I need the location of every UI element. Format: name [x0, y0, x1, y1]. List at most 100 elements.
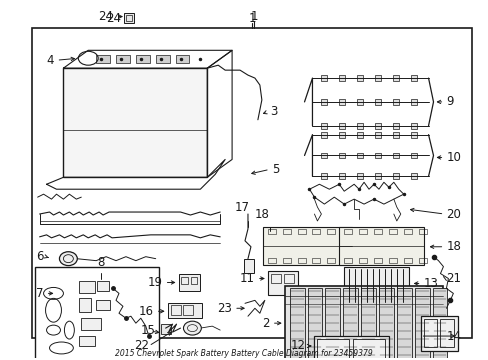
- Bar: [314, 336, 388, 360]
- Bar: [374, 132, 380, 138]
- Bar: [410, 99, 416, 105]
- Bar: [270, 274, 280, 283]
- Bar: [339, 132, 345, 138]
- Bar: [356, 173, 362, 179]
- Bar: [136, 55, 149, 63]
- Text: 18: 18: [446, 240, 460, 253]
- Ellipse shape: [183, 321, 201, 335]
- Text: 21: 21: [446, 272, 461, 285]
- Bar: [180, 276, 188, 284]
- Bar: [267, 229, 275, 234]
- Text: 17: 17: [234, 201, 249, 214]
- Text: 1: 1: [250, 10, 257, 23]
- Bar: [284, 287, 443, 360]
- Text: 7: 7: [36, 287, 43, 300]
- Bar: [81, 318, 101, 330]
- Bar: [418, 229, 426, 234]
- Bar: [175, 55, 189, 63]
- Bar: [126, 15, 132, 21]
- Bar: [32, 28, 471, 338]
- Text: 20: 20: [446, 207, 460, 221]
- Bar: [373, 229, 381, 234]
- Bar: [96, 300, 110, 310]
- Text: 6: 6: [36, 250, 43, 263]
- Bar: [91, 288, 105, 298]
- Bar: [410, 75, 416, 81]
- Bar: [356, 99, 362, 105]
- Bar: [283, 274, 293, 283]
- Bar: [167, 303, 202, 318]
- Bar: [374, 173, 380, 179]
- Bar: [263, 227, 351, 265]
- Bar: [410, 132, 416, 138]
- Bar: [410, 123, 416, 129]
- Bar: [155, 55, 169, 63]
- Bar: [267, 271, 297, 295]
- Bar: [410, 173, 416, 179]
- Bar: [178, 274, 200, 291]
- Bar: [392, 153, 398, 158]
- Bar: [356, 132, 362, 138]
- Bar: [358, 229, 366, 234]
- Ellipse shape: [60, 252, 77, 266]
- Text: 15: 15: [141, 324, 155, 337]
- Bar: [56, 283, 106, 308]
- Bar: [183, 305, 193, 315]
- Bar: [321, 123, 326, 129]
- Bar: [373, 258, 381, 263]
- Bar: [388, 229, 396, 234]
- Bar: [297, 229, 305, 234]
- Bar: [97, 282, 109, 291]
- Bar: [352, 339, 384, 360]
- Bar: [321, 132, 326, 138]
- Bar: [342, 229, 349, 234]
- Text: 9: 9: [446, 95, 453, 108]
- Bar: [339, 123, 345, 129]
- Text: 16: 16: [139, 305, 153, 318]
- Bar: [420, 316, 457, 351]
- Bar: [344, 267, 408, 304]
- Bar: [358, 258, 366, 263]
- Text: 22: 22: [134, 339, 148, 352]
- Bar: [392, 99, 398, 105]
- Bar: [396, 288, 411, 360]
- Bar: [356, 75, 362, 81]
- Text: 5: 5: [271, 163, 279, 176]
- Bar: [170, 305, 180, 315]
- Bar: [297, 258, 305, 263]
- Bar: [325, 288, 340, 360]
- Text: 14: 14: [446, 329, 461, 343]
- Bar: [79, 282, 95, 293]
- Bar: [312, 258, 320, 263]
- Bar: [392, 173, 398, 179]
- Bar: [307, 288, 322, 360]
- Bar: [374, 153, 380, 158]
- Text: 1: 1: [248, 12, 255, 25]
- Text: 12: 12: [290, 339, 305, 352]
- Text: 18: 18: [254, 208, 269, 221]
- Text: 2: 2: [262, 317, 269, 330]
- Bar: [410, 153, 416, 158]
- Text: 4: 4: [46, 54, 53, 67]
- Text: 2015 Chevrolet Spark Battery Battery Cable Diagram for 23459379: 2015 Chevrolet Spark Battery Battery Cab…: [115, 350, 372, 359]
- Bar: [267, 258, 275, 263]
- Bar: [378, 288, 393, 360]
- Bar: [161, 324, 170, 334]
- Bar: [356, 123, 362, 129]
- Text: 8: 8: [97, 256, 104, 269]
- Text: 13: 13: [423, 277, 438, 290]
- Bar: [326, 258, 335, 263]
- Bar: [339, 173, 345, 179]
- Bar: [440, 319, 453, 347]
- Bar: [418, 258, 426, 263]
- Bar: [35, 267, 158, 360]
- Bar: [342, 258, 349, 263]
- Bar: [63, 68, 207, 177]
- Bar: [116, 55, 130, 63]
- Bar: [339, 75, 345, 81]
- Bar: [339, 227, 423, 265]
- Bar: [321, 173, 326, 179]
- Bar: [356, 153, 362, 158]
- Bar: [317, 339, 348, 360]
- Bar: [344, 229, 351, 234]
